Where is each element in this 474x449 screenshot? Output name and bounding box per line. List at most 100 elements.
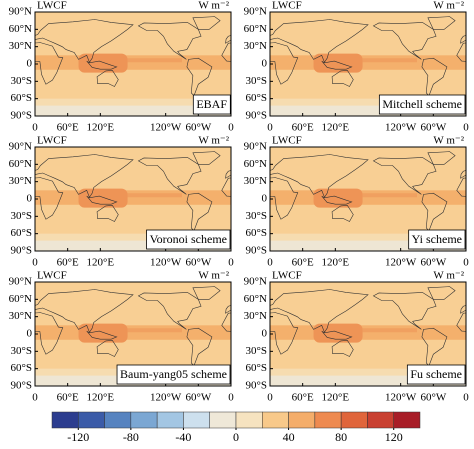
y-tick-label: 30°S — [10, 210, 32, 222]
coastline — [35, 19, 134, 63]
y-tick-label: 90°N — [244, 6, 267, 18]
y-tick-label: 90°S — [10, 110, 32, 122]
tropical-band — [270, 325, 466, 340]
colorbar-bin — [104, 411, 132, 429]
y-tick-label: 60°N — [244, 293, 267, 305]
x-tick-label: 60°W — [420, 392, 446, 404]
y-tick-label: 90°N — [9, 6, 32, 18]
warm-pool — [313, 323, 363, 343]
x-tick-label: 120°E — [322, 392, 350, 404]
y-tick-label: 0 — [262, 58, 268, 70]
colorbar-bin — [209, 411, 237, 429]
colorbar-bin — [156, 411, 184, 429]
y-tick-label: 0 — [27, 58, 33, 70]
colorbar-bin — [183, 411, 210, 429]
y-tick-label: 30°N — [244, 40, 267, 52]
coastline — [35, 289, 134, 333]
coastline — [427, 151, 456, 165]
map — [35, 12, 231, 116]
y-tick-label: 60°S — [245, 362, 267, 374]
x-tick-label: 120°W — [150, 257, 182, 269]
x-tick-label: 60°W — [185, 122, 211, 134]
tropical-band — [35, 325, 231, 340]
coastline — [372, 22, 437, 60]
colorbar-tick-label: -80 — [123, 430, 139, 444]
coastline — [421, 192, 448, 232]
coastline — [35, 177, 64, 220]
scheme-box — [146, 229, 231, 250]
itcz — [127, 328, 182, 333]
coastline — [137, 292, 202, 330]
coastline — [421, 57, 448, 97]
coastline — [137, 157, 202, 195]
y-tick-label: 30°S — [245, 75, 267, 87]
scheme-label: Baum-yang05 scheme — [120, 367, 227, 381]
coastline — [372, 157, 437, 195]
panel-units: W m⁻² — [198, 135, 229, 147]
panel-units: W m⁻² — [433, 270, 464, 282]
itcz — [362, 193, 417, 198]
y-tick-label: 90°N — [244, 141, 267, 153]
coastline — [321, 60, 353, 70]
colorbar-bin — [288, 411, 316, 429]
x-tick-label: 120°E — [87, 122, 115, 134]
y-tick-label: 90°N — [9, 276, 32, 288]
warm-pool — [78, 323, 128, 343]
colorbar-bin — [51, 411, 79, 429]
panel-title: LWCF — [37, 270, 67, 282]
x-tick-label: 120°E — [322, 122, 350, 134]
x-tick-label: 120°W — [150, 392, 182, 404]
coastline — [35, 42, 64, 85]
x-tick-label: 0 — [463, 392, 469, 404]
coastline — [86, 60, 118, 70]
y-tick-label: 30°S — [245, 345, 267, 357]
coastline — [270, 177, 299, 220]
colorbar-bin — [340, 411, 368, 429]
x-tick-label: 120°E — [322, 257, 350, 269]
x-tick-label: 0 — [32, 257, 38, 269]
x-tick-label: 120°W — [150, 122, 182, 134]
coastline — [331, 70, 354, 87]
panel-units: W m⁻² — [433, 135, 464, 147]
coastline — [192, 151, 221, 165]
antarctica — [270, 105, 466, 116]
x-tick-label: 0 — [228, 257, 234, 269]
y-tick-label: 60°N — [244, 158, 267, 170]
coastline — [35, 154, 134, 198]
colorbar-bin — [235, 411, 263, 429]
coastline — [270, 19, 369, 63]
coastline — [270, 154, 369, 198]
coastline — [421, 327, 448, 367]
coastline — [427, 286, 456, 300]
y-tick-label: 30°S — [10, 75, 32, 87]
y-tick-label: 0 — [27, 328, 33, 340]
x-tick-label: 120°W — [385, 257, 417, 269]
y-tick-label: 90°S — [245, 380, 267, 392]
y-tick-label: 60°N — [9, 158, 32, 170]
coastline — [137, 22, 202, 60]
scheme-box — [408, 229, 466, 250]
x-tick-label: 60°E — [292, 122, 314, 134]
coastline — [331, 205, 354, 222]
y-tick-label: 30°N — [244, 175, 267, 187]
panel-title: LWCF — [37, 0, 67, 12]
y-tick-label: 30°S — [245, 210, 267, 222]
y-tick-label: 60°S — [245, 227, 267, 239]
x-tick-label: 0 — [267, 392, 273, 404]
scheme-label: Fu scheme — [410, 367, 462, 381]
coastline — [427, 16, 456, 30]
coastline — [270, 289, 369, 333]
y-tick-label: 60°S — [10, 92, 32, 104]
tropical-band — [35, 190, 231, 205]
x-tick-label: 60°E — [292, 392, 314, 404]
y-tick-label: 30°S — [10, 345, 32, 357]
warm-pool — [313, 188, 363, 208]
scheme-label: Yi scheme — [412, 232, 462, 246]
x-tick-label: 60°E — [292, 257, 314, 269]
y-tick-label: 90°S — [10, 245, 32, 257]
colorbar-tick-label: 120 — [385, 430, 403, 444]
colorbar-tick-label: 40 — [283, 430, 295, 444]
colorbar-bin — [367, 411, 394, 429]
coastline — [96, 340, 119, 357]
